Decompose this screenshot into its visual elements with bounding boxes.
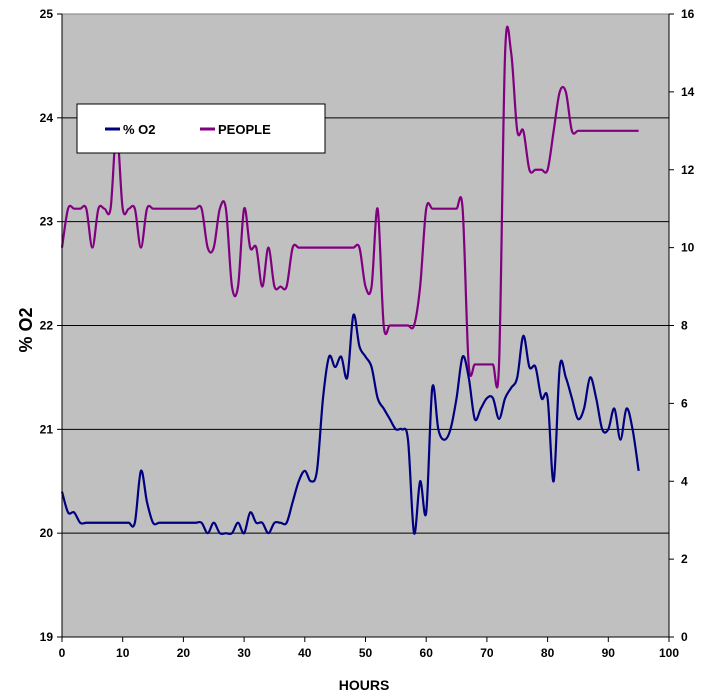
y-left-tick-label: 20 <box>40 526 54 540</box>
x-tick-label: 60 <box>420 646 434 660</box>
x-tick-label: 50 <box>359 646 373 660</box>
axes <box>57 13 674 642</box>
x-tick-label: 10 <box>116 646 130 660</box>
x-tick-label: 70 <box>480 646 494 660</box>
legend-label-people: PEOPLE <box>218 122 271 137</box>
legend-label-o2: % O2 <box>123 122 156 137</box>
x-tick-label: 20 <box>177 646 191 660</box>
y-left-tick-label: 22 <box>40 319 54 333</box>
y-left-tick-label: 19 <box>40 630 54 644</box>
y-right-tick-label: 2 <box>681 552 688 566</box>
legend: % O2 PEOPLE <box>76 103 326 154</box>
y-right-tick-label: 10 <box>681 241 695 255</box>
y-right-tick-label: 12 <box>681 163 695 177</box>
x-tick-label: 40 <box>298 646 312 660</box>
y-right-tick-label: 6 <box>681 396 688 410</box>
y-right-tick-label: 16 <box>681 7 695 21</box>
x-tick-label: 90 <box>602 646 616 660</box>
x-tick-label: 80 <box>541 646 555 660</box>
y-right-tick-label: 4 <box>681 474 688 488</box>
series-line-o2 <box>60 313 640 536</box>
series-line-people <box>60 25 639 389</box>
y-axis-title: % O2 <box>16 307 36 352</box>
x-tick-label: 0 <box>59 646 66 660</box>
y-left-tick-label: 23 <box>40 215 54 229</box>
y-right-tick-label: 14 <box>681 85 695 99</box>
y-left-tick-label: 25 <box>40 7 54 21</box>
y-left-tick-label: 24 <box>40 111 54 125</box>
y-right-tick-label: 0 <box>681 630 688 644</box>
y-left-tick-label: 21 <box>40 422 54 436</box>
x-axis-title: HOURS <box>339 677 390 693</box>
y-right-tick-label: 8 <box>681 319 688 333</box>
x-tick-label: 100 <box>659 646 679 660</box>
series-layer <box>60 25 640 536</box>
x-tick-label: 30 <box>237 646 251 660</box>
